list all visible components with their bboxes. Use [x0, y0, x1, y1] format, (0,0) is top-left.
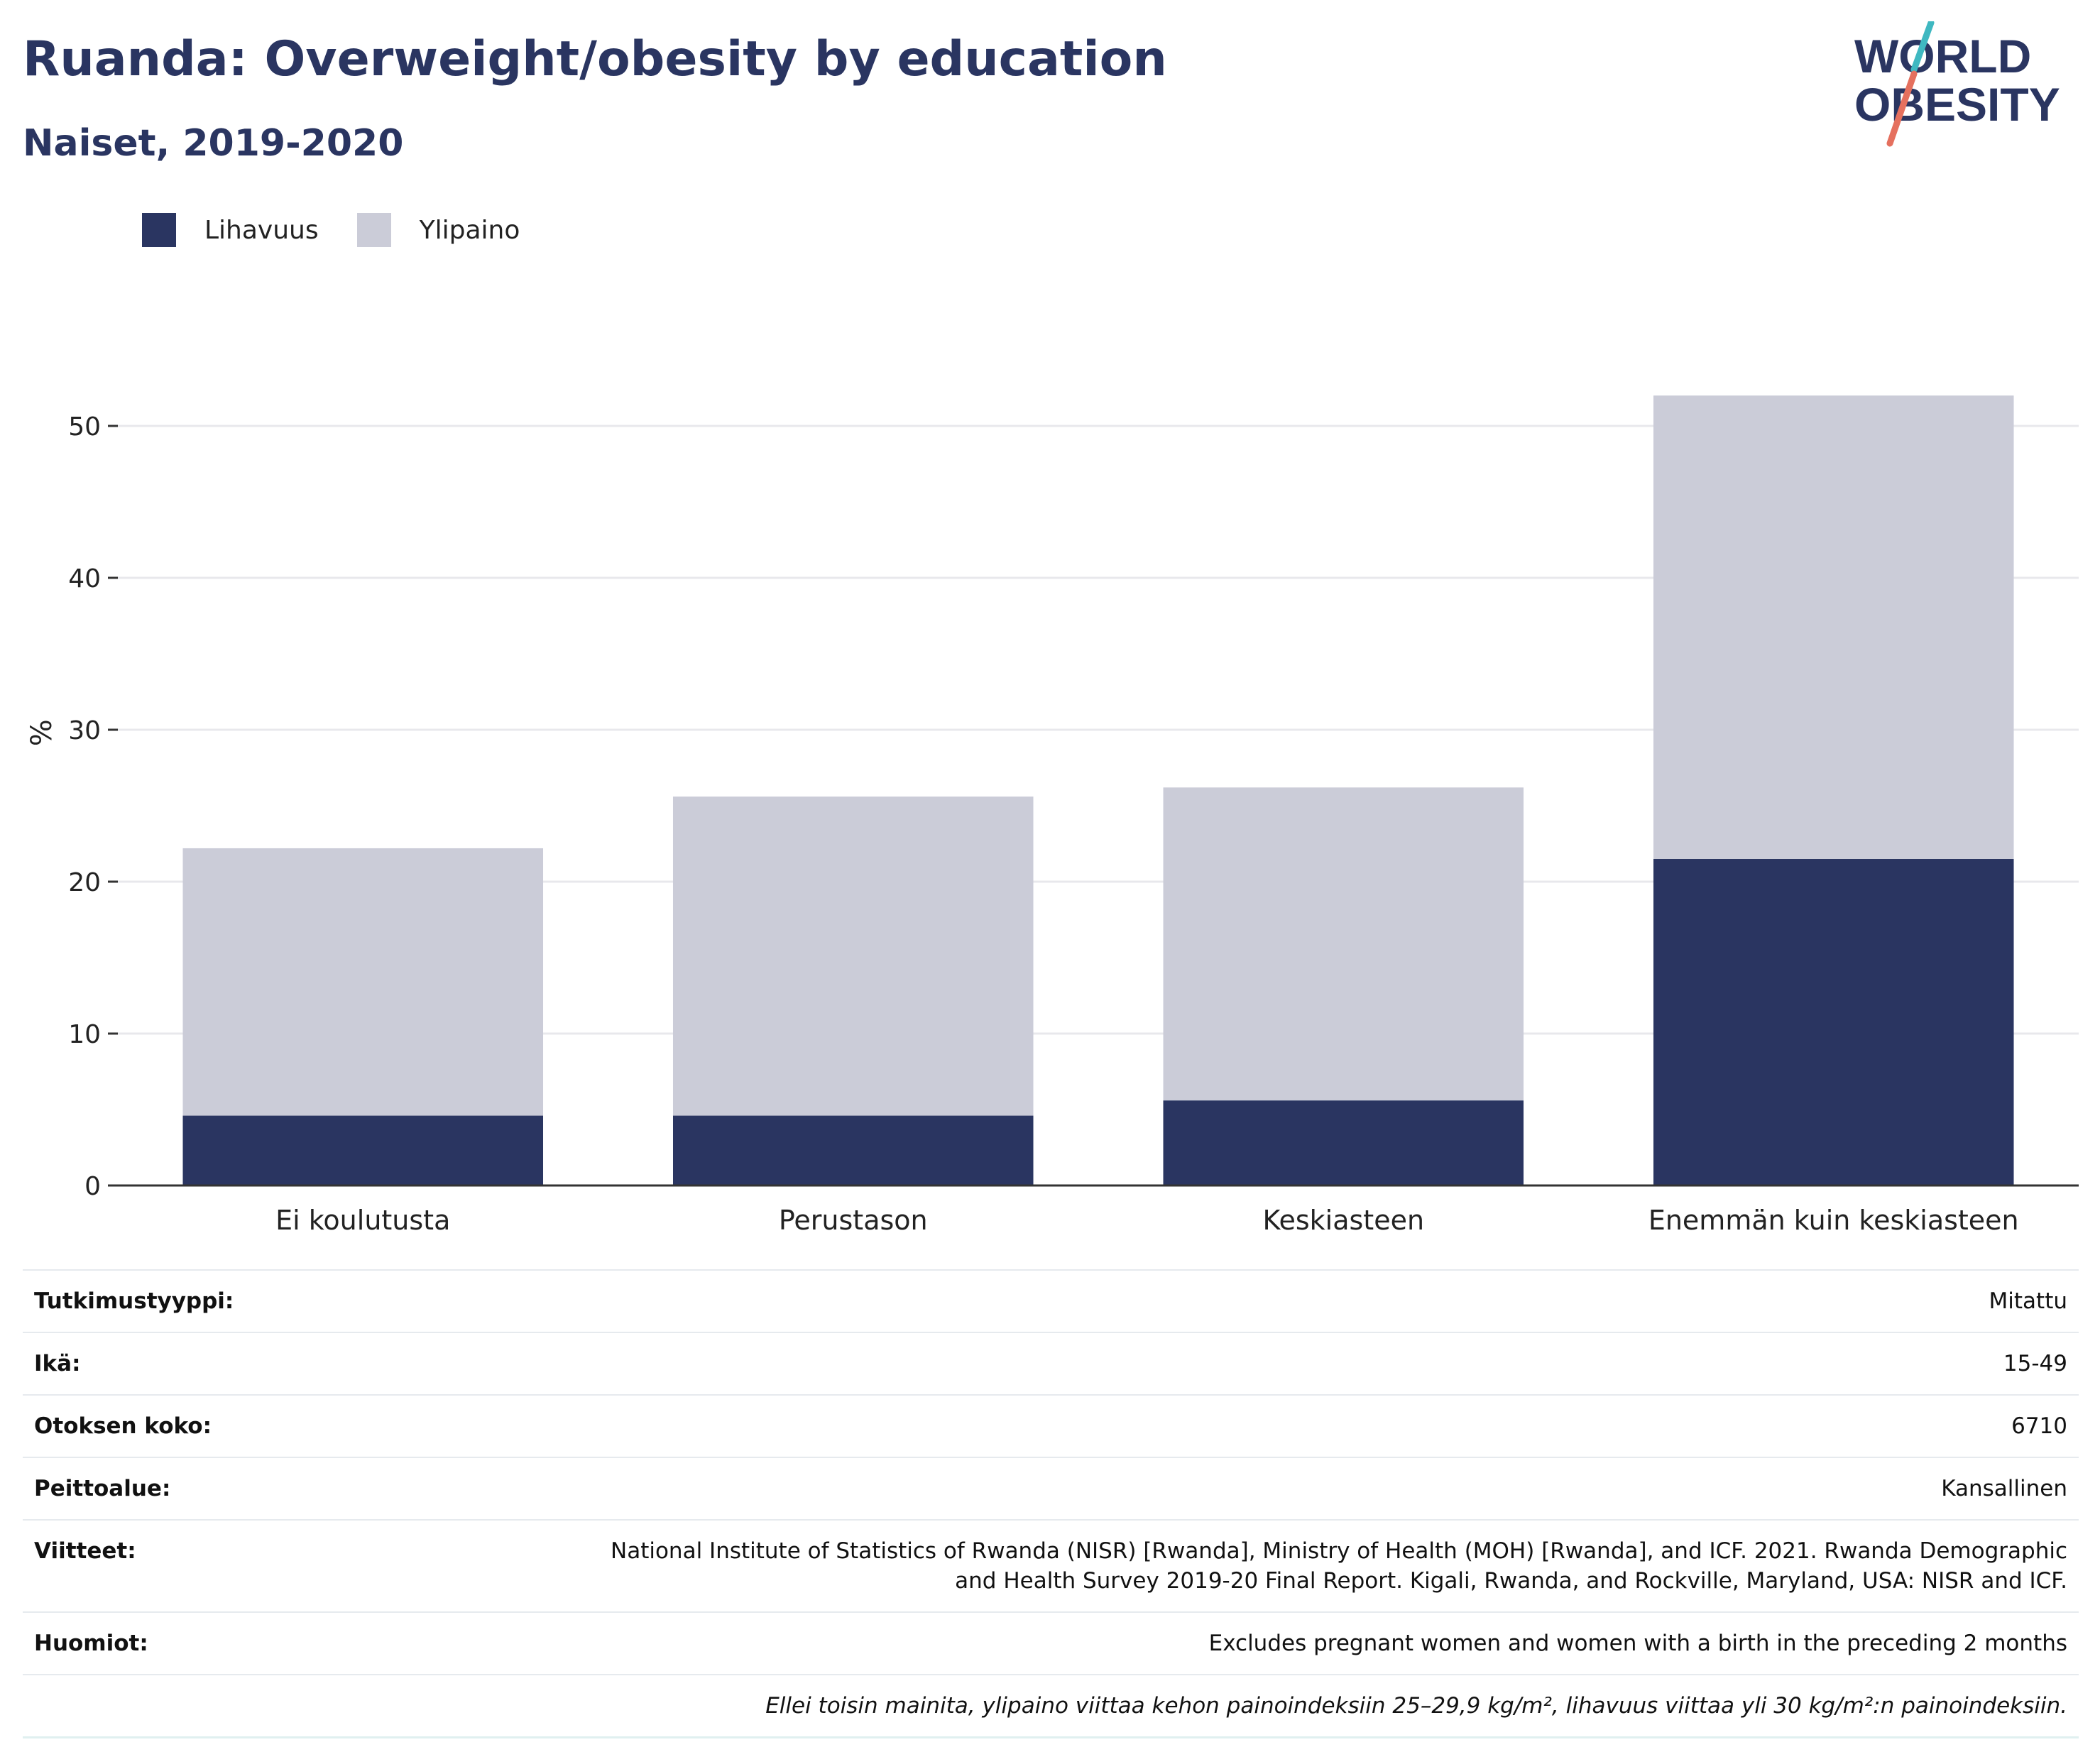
meta-row-references: Viitteet: National Institute of Statisti…	[23, 1521, 2079, 1613]
y-tick-label: 30	[68, 716, 101, 745]
bar-obesity-1	[672, 1115, 1034, 1185]
meta-value: Excludes pregnant women and women with a…	[1208, 1631, 2067, 1656]
y-axis-label: %	[26, 719, 58, 746]
bar-obesity-0	[182, 1115, 544, 1185]
meta-value: Mitattu	[1989, 1288, 2067, 1314]
meta-row-coverage: Peittoalue: Kansallinen	[23, 1458, 2079, 1521]
chart-title: Ruanda: Overweight/obesity by education	[23, 31, 1167, 87]
meta-label: Huomiot:	[34, 1631, 148, 1656]
world-obesity-logo: WORLD OBESITY	[1854, 21, 2060, 147]
bar-obesity-2	[1163, 1100, 1524, 1185]
logo-slash-bottom	[1886, 70, 1918, 147]
x-tick-label: Enemmän kuin keskiasteen	[1648, 1205, 2019, 1236]
y-tick-label: 10	[68, 1020, 101, 1049]
meta-value: Kansallinen	[1941, 1476, 2067, 1501]
meta-value: 15-49	[2003, 1351, 2067, 1376]
bar-overweight-1	[672, 796, 1034, 1116]
legend-label-overweight: Ylipaino	[419, 215, 520, 245]
legend-swatch-obesity	[142, 213, 176, 247]
meta-value: National Institute of Statistics of Rwan…	[611, 1538, 2067, 1594]
legend-label-obesity: Lihavuus	[204, 215, 319, 245]
legend-item-obesity[interactable]: Lihavuus	[142, 213, 319, 247]
x-tick-label: Ei koulutusta	[275, 1205, 450, 1236]
logo-slash-top	[1910, 21, 1935, 73]
meta-row-study-type: Tutkimustyyppi: Mitattu	[23, 1271, 2079, 1333]
x-tick-label: Keskiasteen	[1262, 1205, 1424, 1236]
logo-word-obesity: OBESITY	[1854, 78, 2060, 131]
meta-row-notes: Huomiot: Excludes pregnant women and wom…	[23, 1613, 2079, 1675]
meta-row-age: Ikä: 15-49	[23, 1333, 2079, 1396]
legend-swatch-overweight	[356, 213, 391, 247]
legend-item-overweight[interactable]: Ylipaino	[356, 213, 520, 247]
chart-subtitle: Naiset, 2019-2020	[23, 122, 404, 165]
x-tick-label: Perustason	[779, 1205, 928, 1236]
bar-overweight-0	[182, 848, 544, 1116]
y-tick-label: 40	[68, 564, 101, 593]
y-tick-label: 0	[84, 1172, 101, 1201]
bar-overweight-3	[1653, 395, 2014, 859]
meta-label: Viitteet:	[34, 1538, 136, 1564]
logo-word-world: WORLD	[1854, 30, 2031, 82]
definition-note: Ellei toisin mainita, ylipaino viittaa k…	[765, 1693, 2067, 1719]
bar-obesity-3	[1653, 858, 2014, 1185]
meta-row-sample-size: Otoksen koko: 6710	[23, 1396, 2079, 1458]
y-tick-label: 20	[68, 868, 101, 897]
meta-label: Ikä:	[34, 1351, 81, 1376]
meta-label: Tutkimustyyppi:	[34, 1288, 234, 1314]
stacked-bar-chart: 0 10 20 30 40 50% Ei koulutusta Perustason Keski…	[26, 395, 2079, 1236]
bar-overweight-2	[1163, 787, 1524, 1101]
meta-label: Peittoalue:	[34, 1476, 171, 1501]
meta-row-definition-note: Ellei toisin mainita, ylipaino viittaa k…	[23, 1675, 2079, 1738]
chart-legend: Lihavuus Ylipaino	[142, 210, 558, 250]
metadata-table: Tutkimustyyppi: Mitattu Ikä: 15-49 Otoks…	[23, 1269, 2079, 1738]
meta-label: Otoksen koko:	[34, 1413, 212, 1439]
meta-value: 6710	[2011, 1413, 2067, 1439]
y-tick-label: 50	[68, 412, 101, 442]
